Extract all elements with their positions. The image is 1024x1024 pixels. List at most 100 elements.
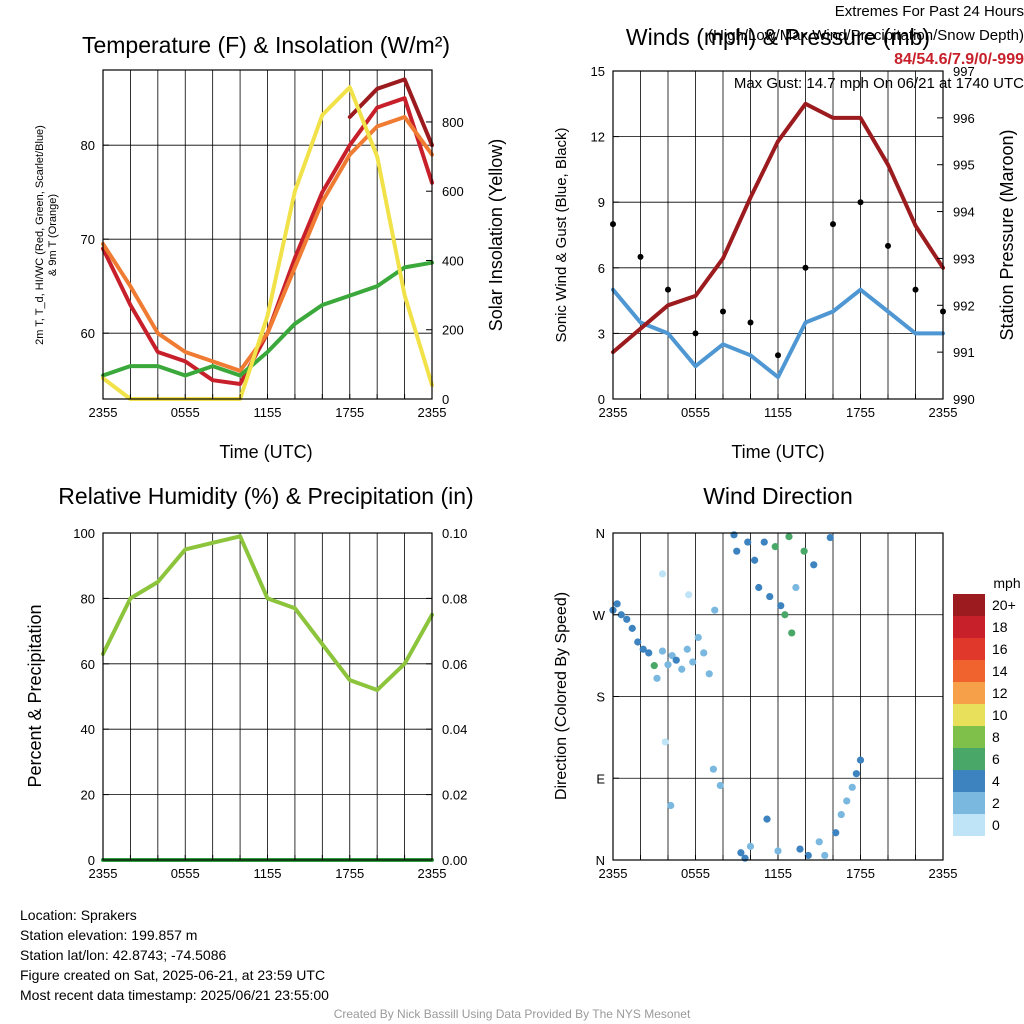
direction-point [730, 531, 738, 539]
direction-point [746, 842, 755, 850]
y-tick-label-left: 9 [598, 195, 605, 210]
direction-grid [613, 533, 943, 860]
direction-point [628, 624, 636, 632]
direction-point [658, 647, 667, 655]
direction-point [623, 615, 631, 623]
legend-swatch [953, 616, 985, 638]
relative-humidity-line [101, 534, 434, 692]
gust-point [912, 286, 919, 293]
legend-label: 14 [992, 663, 1008, 679]
legend-swatch [953, 726, 985, 748]
legend-title: mph [993, 575, 1020, 591]
direction-point [792, 583, 800, 592]
station-latlon: Station lat/lon: 42.8743; -74.5086 [20, 947, 227, 963]
humidity-ylabel-left: Percent & Precipitation [25, 604, 45, 787]
direction-point [843, 797, 851, 805]
x-tick-label: 1755 [846, 405, 875, 420]
direction-point [711, 606, 719, 614]
direction-point [613, 600, 621, 608]
y-tick-label-right: 600 [442, 184, 464, 199]
direction-point [832, 829, 840, 837]
x-tick-label: 0555 [171, 405, 200, 420]
direction-point [837, 810, 845, 819]
direction-point [683, 645, 691, 653]
direction-point [634, 638, 642, 646]
y-tick-label-right: 995 [953, 158, 975, 173]
y-tick-label-right: 0.02 [442, 788, 467, 803]
y-tick-label-left: W [593, 608, 606, 623]
y-tick-label-left: 0 [598, 392, 605, 407]
x-tick-label: 1755 [335, 405, 364, 420]
x-tick-label: 2355 [89, 405, 118, 420]
direction-point [848, 783, 856, 791]
direction-point [689, 658, 697, 666]
x-tick-label: 0555 [681, 405, 710, 420]
gust-point [747, 319, 754, 326]
extremes-title: Extremes For Past 24 Hours [834, 3, 1024, 20]
legend-label: 10 [992, 707, 1008, 723]
direction-point [826, 533, 834, 542]
gust-point [830, 221, 836, 228]
direction-point [617, 611, 625, 619]
legend-swatch [953, 814, 985, 836]
gust-point [775, 352, 781, 359]
direction-point [804, 851, 812, 860]
direction-point [821, 851, 829, 860]
9m-t-line [101, 115, 434, 373]
legend-swatch [953, 682, 985, 704]
station-location: Location: Sprakers [20, 907, 137, 923]
direction-point [658, 570, 667, 578]
legend-label: 0 [992, 817, 1000, 833]
y-tick-label-right: 993 [953, 251, 975, 266]
x-tick-label: 2355 [418, 405, 447, 420]
wind-grid [613, 71, 943, 399]
max-gust: Max Gust: 14.7 mph On 06/21 at 1740 UTC [733, 75, 1024, 92]
x-tick-label: 1155 [254, 866, 282, 881]
y-tick-label-left: 3 [598, 326, 605, 341]
direction-point [755, 583, 763, 592]
extremes-subtitle: (High/Low/Max Wind/Precipitation/Snow De… [708, 27, 1024, 44]
temperature-title: Temperature (F) & Insolation (W/m²) [82, 32, 450, 58]
temperature-xlabel: Time (UTC) [219, 442, 312, 462]
y-tick-label-right: 800 [442, 115, 464, 130]
direction-ylabel-left: Direction (Colored By Speed) [553, 592, 570, 800]
y-tick-label-left: 15 [591, 64, 605, 79]
legend-label: 20+ [992, 597, 1016, 613]
x-tick-label: 2355 [929, 866, 958, 881]
y-tick-label-left: N [596, 526, 605, 541]
legend-swatch [953, 792, 985, 814]
y-tick-label-left: 70 [81, 232, 95, 247]
direction-point [653, 674, 661, 682]
legend-label: 8 [992, 729, 1000, 745]
y-tick-label-left: E [596, 771, 605, 786]
legend-swatch [953, 638, 985, 660]
direction-point [763, 815, 771, 823]
temperature-ylabel-right: Solar Insolation (Yellow) [486, 139, 506, 331]
legend-label: 12 [992, 685, 1008, 701]
direction-point [741, 854, 749, 862]
y-tick-label-right: 997 [953, 64, 975, 79]
humidity-title: Relative Humidity (%) & Precipitation (i… [58, 483, 473, 509]
x-tick-label: 1155 [764, 866, 792, 881]
direction-point [685, 591, 693, 599]
y-tick-label-left: 60 [81, 326, 95, 341]
direction-title: Wind Direction [703, 483, 853, 509]
gust-point [857, 199, 864, 206]
direction-point [664, 661, 672, 669]
legend-swatch [953, 748, 985, 770]
y-tick-label-right: 0 [442, 392, 449, 407]
direction-point [672, 656, 680, 664]
direction-series [609, 531, 865, 862]
y-tick-label-left: 6 [598, 261, 605, 276]
legend-label: 6 [992, 751, 1000, 767]
temperature-ylabel-left-1: 2m T, T_d, HI/WC (Red, Green, Scarlet/Bl… [34, 125, 46, 345]
direction-point [771, 543, 779, 551]
station-elevation: Station elevation: 199.857 m [20, 927, 198, 943]
gust-point [692, 330, 699, 337]
x-tick-label: 1755 [846, 866, 875, 881]
direction-point [760, 538, 768, 546]
y-tick-label-right: 0.10 [442, 526, 467, 541]
direction-point [705, 670, 713, 678]
y-tick-label-left: 20 [81, 788, 95, 803]
